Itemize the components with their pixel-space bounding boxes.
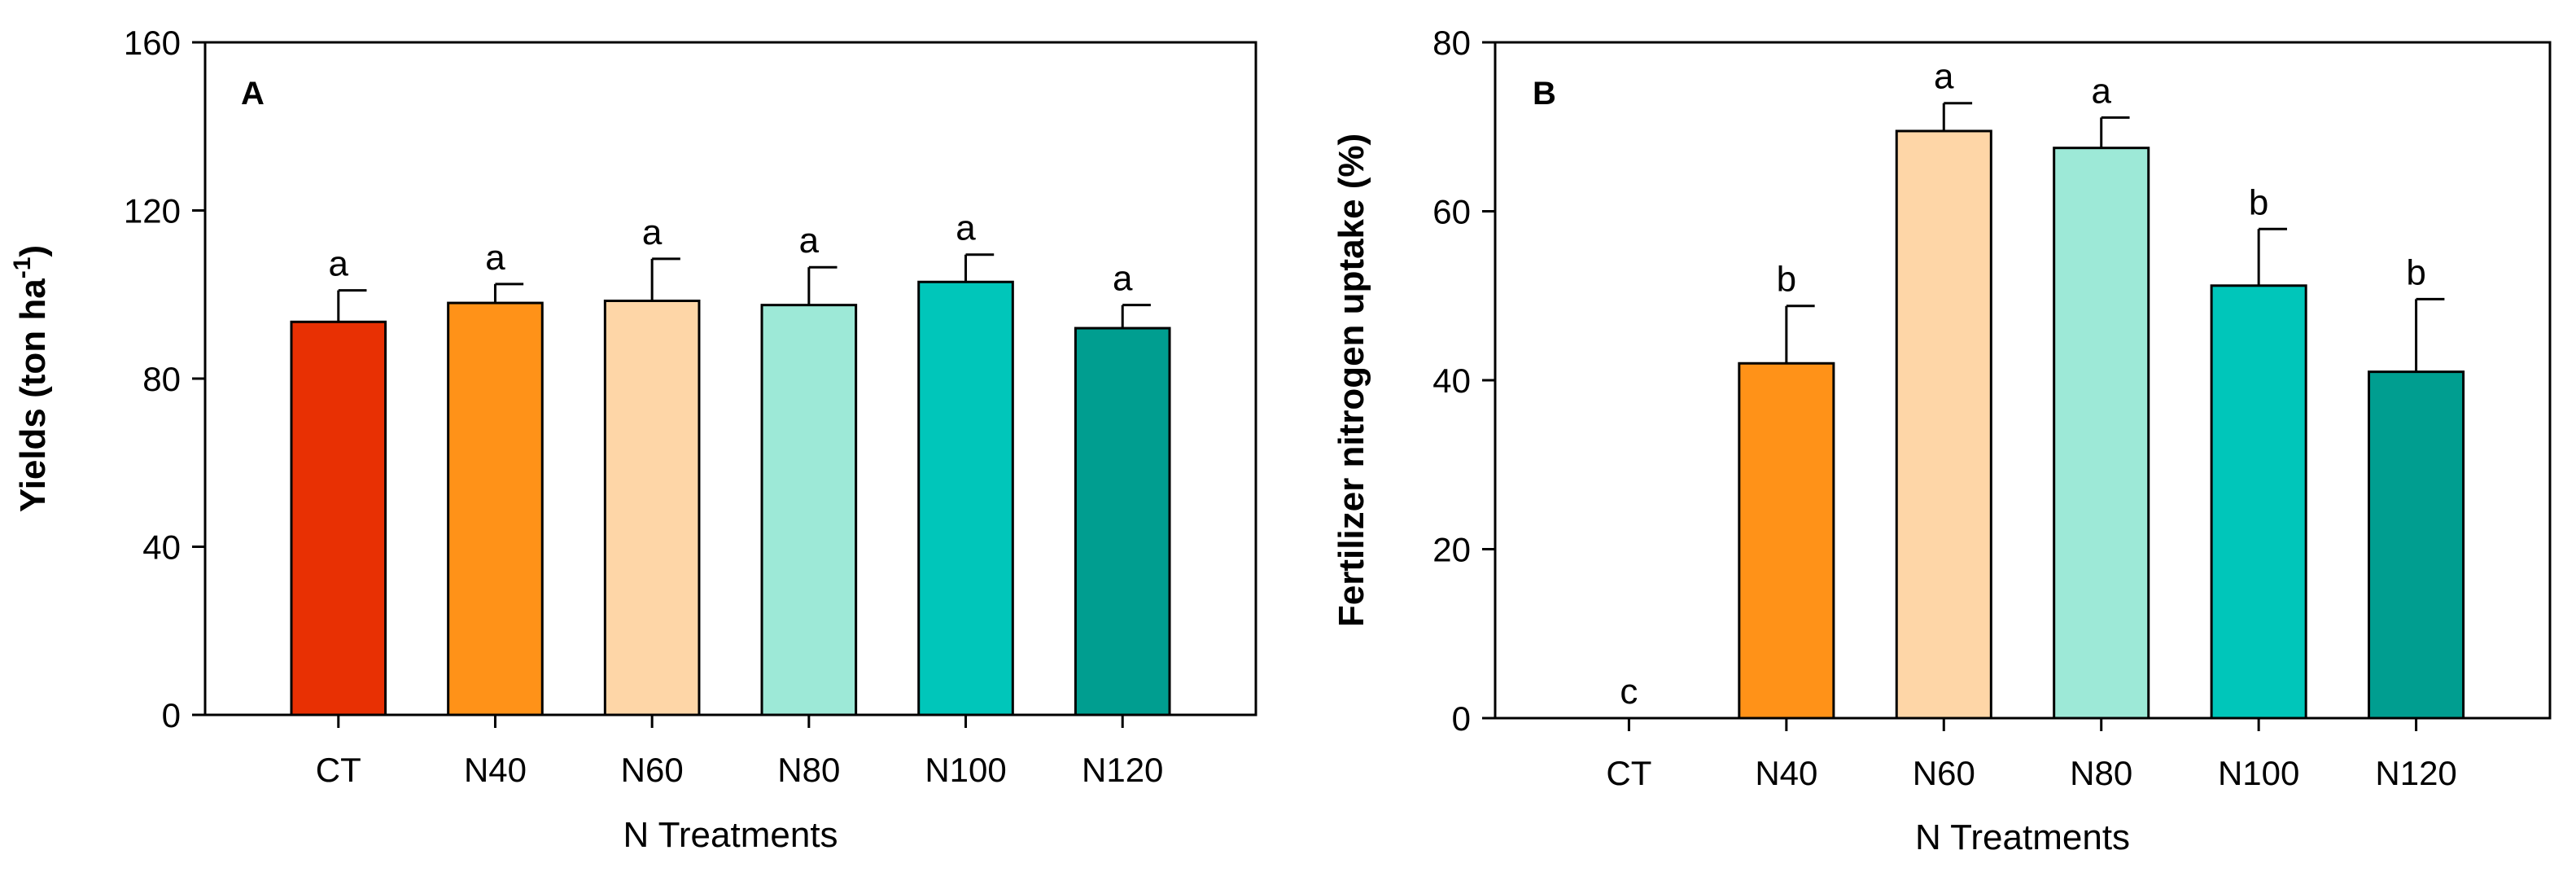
- y-axis-title-a: Yields (ton ha-1): [9, 245, 53, 512]
- x-tick-label-n80: N80: [2070, 754, 2132, 792]
- y-axis-title-text: Fertilizer nitrogen uptake (%): [1332, 134, 1371, 627]
- x-tick-label-n40: N40: [464, 751, 527, 789]
- x-tick-label-n100: N100: [2218, 754, 2299, 792]
- significance-letter-n80: a: [799, 221, 820, 261]
- x-tick-label-ct: CT: [316, 751, 361, 789]
- y-tick-label: 20: [1432, 531, 1471, 569]
- x-axis-title-b: N Treatments: [1915, 817, 2130, 857]
- x-tick-label-n100: N100: [925, 751, 1006, 789]
- y-tick-label: 80: [1432, 24, 1471, 62]
- y-tick-label: 0: [162, 696, 181, 734]
- significance-letter-n60: a: [642, 213, 663, 252]
- significance-letter-ct: a: [329, 244, 349, 284]
- y-tick-label: 0: [1452, 699, 1471, 738]
- significance-letter-n100: b: [2249, 182, 2268, 222]
- bar-n60: [1895, 129, 1992, 720]
- y-tick-label: 60: [1432, 193, 1471, 231]
- bar-n80: [2053, 147, 2150, 720]
- bar-n120: [2368, 370, 2465, 720]
- significance-letter-n100: a: [956, 208, 976, 248]
- y-axis-title-end: ): [13, 245, 53, 257]
- significance-letter-n120: b: [2406, 252, 2425, 292]
- bar-ct: [290, 320, 387, 717]
- bar-n100: [917, 280, 1014, 717]
- x-tick-label-n60: N60: [1913, 754, 1975, 792]
- y-axis-title-b: Fertilizer nitrogen uptake (%): [1332, 134, 1371, 627]
- y-axis-title-text: Yields (ton ha: [13, 278, 53, 512]
- x-tick-label-ct: CT: [1606, 754, 1651, 792]
- x-tick-label-n120: N120: [2375, 754, 2456, 792]
- bar-n60: [603, 299, 701, 717]
- significance-letter-n120: a: [1113, 259, 1133, 299]
- panel-b: 0 20 40 60 80 CT c N40 b N60 a N80 a N100 b N120 b B N Tre…: [1332, 24, 2552, 857]
- x-tick-label-n40: N40: [1755, 754, 1817, 792]
- y-tick-label: 80: [142, 360, 181, 398]
- panel-label-b: B: [1533, 76, 1556, 112]
- panel-label-a: A: [241, 76, 265, 112]
- significance-letter-n40: b: [1777, 260, 1796, 300]
- significance-letter-n80: a: [2091, 71, 2111, 111]
- bar-n120: [1074, 326, 1171, 717]
- y-tick-label: 40: [1432, 362, 1471, 400]
- bar-n100: [2210, 284, 2307, 720]
- significance-letter-ct: c: [1620, 672, 1638, 712]
- significance-letter-n40: a: [485, 238, 505, 278]
- bar-n40: [447, 301, 544, 717]
- y-tick-label: 120: [124, 192, 181, 230]
- bar-n40: [1738, 362, 1835, 720]
- significance-letter-n60: a: [1934, 57, 1954, 97]
- x-tick-label-n80: N80: [777, 751, 840, 789]
- x-tick-label-n60: N60: [621, 751, 684, 789]
- bar-n80: [760, 304, 858, 717]
- y-tick-label: 40: [142, 528, 181, 567]
- x-tick-label-n120: N120: [1082, 751, 1163, 789]
- x-axis-title-a: N Treatments: [623, 815, 838, 855]
- y-axis-title-superscript: -1: [9, 257, 36, 279]
- y-tick-label: 160: [124, 24, 181, 62]
- panel-a: 0 40 80 120 160 CT a N40 a N60 a N80 a N100 a N120 a A N T…: [9, 24, 1257, 855]
